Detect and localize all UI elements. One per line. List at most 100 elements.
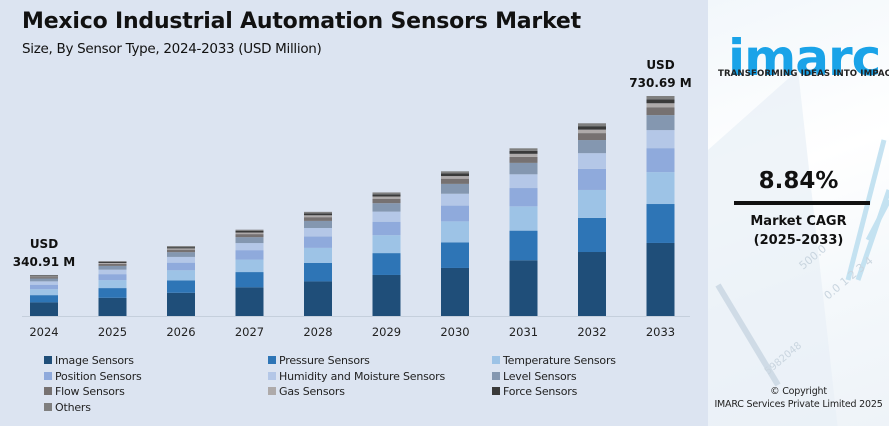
data-label-value: 340.91 M — [13, 255, 75, 269]
legend-label: Force Sensors — [503, 385, 578, 398]
legend-label: Humidity and Moisture Sensors — [279, 370, 446, 383]
x-tick-label: 2025 — [98, 325, 127, 339]
bar-segment-level-sensors-2028 — [304, 220, 332, 228]
cagr-value: 8.84% — [758, 168, 839, 194]
bar-group-2030 — [441, 171, 469, 316]
x-tick-label: 2030 — [440, 325, 469, 339]
bar-segment-image-sensors-2033 — [646, 242, 675, 316]
bar-segment-position-sensors-2033 — [646, 148, 675, 173]
bar-group-2026 — [167, 246, 195, 316]
bar-segment-force-sensors-2028 — [304, 213, 332, 216]
x-tick-label: 2031 — [509, 325, 538, 339]
bar-segment-pressure-sensors-2027 — [235, 272, 264, 288]
legend-label: Pressure Sensors — [279, 354, 370, 367]
bar-segment-position-sensors-2025 — [98, 274, 127, 281]
bar-segment-position-sensors-2031 — [509, 188, 538, 207]
bar-segment-humidity-and-moisture-sensors-2029 — [372, 211, 401, 222]
legend-item-force-sensors: Force Sensors — [492, 385, 577, 398]
bar-segment-others-2031 — [509, 148, 538, 151]
bar-segment-position-sensors-2024 — [30, 284, 58, 290]
bar-segment-humidity-and-moisture-sensors-2033 — [646, 130, 675, 149]
legend-item-humidity-and-moisture-sensors: Humidity and Moisture Sensors — [268, 370, 445, 383]
bar-segment-pressure-sensors-2032 — [578, 217, 606, 253]
bar-segment-flow-sensors-2033 — [646, 107, 675, 116]
bar-segment-humidity-and-moisture-sensors-2026 — [167, 256, 195, 263]
bar-group-2029 — [372, 192, 401, 316]
legend-item-image-sensors: Image Sensors — [44, 354, 134, 367]
legend-swatch — [492, 372, 500, 380]
bar-segment-flow-sensors-2025 — [98, 263, 127, 266]
bar-segment-level-sensors-2029 — [372, 203, 401, 212]
bar-segment-temperature-sensors-2030 — [441, 221, 469, 243]
bar-segment-force-sensors-2029 — [372, 194, 401, 197]
legend-item-level-sensors: Level Sensors — [492, 370, 577, 383]
bar-segment-temperature-sensors-2025 — [98, 280, 127, 289]
x-tick-label: 2028 — [303, 325, 332, 339]
bar-segment-image-sensors-2025 — [98, 297, 127, 316]
bar-segment-humidity-and-moisture-sensors-2028 — [304, 228, 332, 237]
bar-group-2025 — [98, 261, 127, 316]
legend-item-others: Others — [44, 401, 91, 414]
chart-area: Mexico Industrial Automation Sensors Mar… — [12, 9, 692, 414]
bar-segment-force-sensors-2033 — [646, 99, 675, 104]
logo-tagline: TRANSFORMING IDEAS INTO IMPACT — [718, 69, 889, 79]
bar-segment-pressure-sensors-2033 — [646, 204, 675, 243]
legend-item-gas-sensors: Gas Sensors — [268, 385, 345, 398]
bar-segment-others-2030 — [441, 171, 469, 174]
bar-segment-level-sensors-2024 — [30, 278, 58, 282]
legend-item-flow-sensors: Flow Sensors — [44, 385, 125, 398]
bar-segment-force-sensors-2031 — [509, 150, 538, 154]
bar-segment-others-2029 — [372, 192, 401, 195]
bar-segment-position-sensors-2030 — [441, 205, 469, 222]
legend-item-pressure-sensors: Pressure Sensors — [268, 354, 370, 367]
bar-segment-flow-sensors-2030 — [441, 178, 469, 184]
bar-segment-pressure-sensors-2029 — [372, 253, 401, 275]
bar-segment-others-2026 — [167, 246, 195, 248]
logo-wordmark: imarc — [728, 29, 881, 87]
bar-segment-level-sensors-2031 — [509, 162, 538, 175]
bar-segment-force-sensors-2030 — [441, 173, 469, 177]
legend-swatch — [44, 387, 52, 395]
bar-segment-others-2024 — [30, 274, 58, 276]
legend-swatch — [268, 356, 276, 364]
bar-segment-gas-sensors-2025 — [98, 262, 127, 264]
x-tick-label: 2029 — [372, 325, 401, 339]
bar-segment-pressure-sensors-2025 — [98, 288, 127, 298]
x-tick-label: 2033 — [646, 325, 675, 339]
bar-segment-temperature-sensors-2024 — [30, 289, 58, 296]
bar-segment-image-sensors-2029 — [372, 274, 401, 316]
bar-segment-pressure-sensors-2030 — [441, 242, 469, 268]
bar-segment-flow-sensors-2024 — [30, 277, 58, 279]
bar-segment-force-sensors-2025 — [98, 261, 127, 263]
bar-segment-position-sensors-2028 — [304, 236, 332, 248]
bar-segment-humidity-and-moisture-sensors-2032 — [578, 153, 606, 169]
legend-item-temperature-sensors: Temperature Sensors — [492, 354, 616, 367]
bar-segment-position-sensors-2029 — [372, 221, 401, 236]
bar-segment-humidity-and-moisture-sensors-2027 — [235, 243, 264, 251]
bar-group-2028 — [304, 211, 332, 316]
copyright-line2: IMARC Services Private Limited 2025 — [714, 399, 883, 410]
bar-segment-gas-sensors-2027 — [235, 232, 264, 235]
bar-segment-flow-sensors-2026 — [167, 249, 195, 253]
bar-group-2024 — [30, 274, 58, 316]
bar-segment-level-sensors-2027 — [235, 237, 264, 244]
bar-segment-image-sensors-2030 — [441, 267, 469, 316]
bar-segment-pressure-sensors-2024 — [30, 295, 58, 303]
bar-segment-flow-sensors-2032 — [578, 133, 606, 141]
bar-segment-gas-sensors-2033 — [646, 103, 675, 108]
bar-segment-flow-sensors-2029 — [372, 198, 401, 204]
chart-subtitle: Size, By Sensor Type, 2024-2033 (USD Mil… — [22, 41, 322, 57]
bar-segment-force-sensors-2026 — [167, 247, 195, 249]
bar-segment-temperature-sensors-2032 — [578, 189, 606, 218]
bar-segment-force-sensors-2024 — [30, 275, 58, 277]
legend-swatch — [44, 356, 52, 364]
legend-label: Flow Sensors — [55, 385, 125, 398]
legend-label: Position Sensors — [55, 370, 142, 383]
bar-segment-pressure-sensors-2031 — [509, 230, 538, 261]
svg-text:0.0 1 2 3 4: 0.0 1 2 3 4 — [822, 254, 876, 302]
bar-segment-others-2032 — [578, 123, 606, 127]
x-tick-label: 2032 — [577, 325, 606, 339]
bar-segment-level-sensors-2033 — [646, 115, 675, 131]
bar-segment-image-sensors-2026 — [167, 292, 195, 316]
cagr-divider — [734, 201, 870, 205]
